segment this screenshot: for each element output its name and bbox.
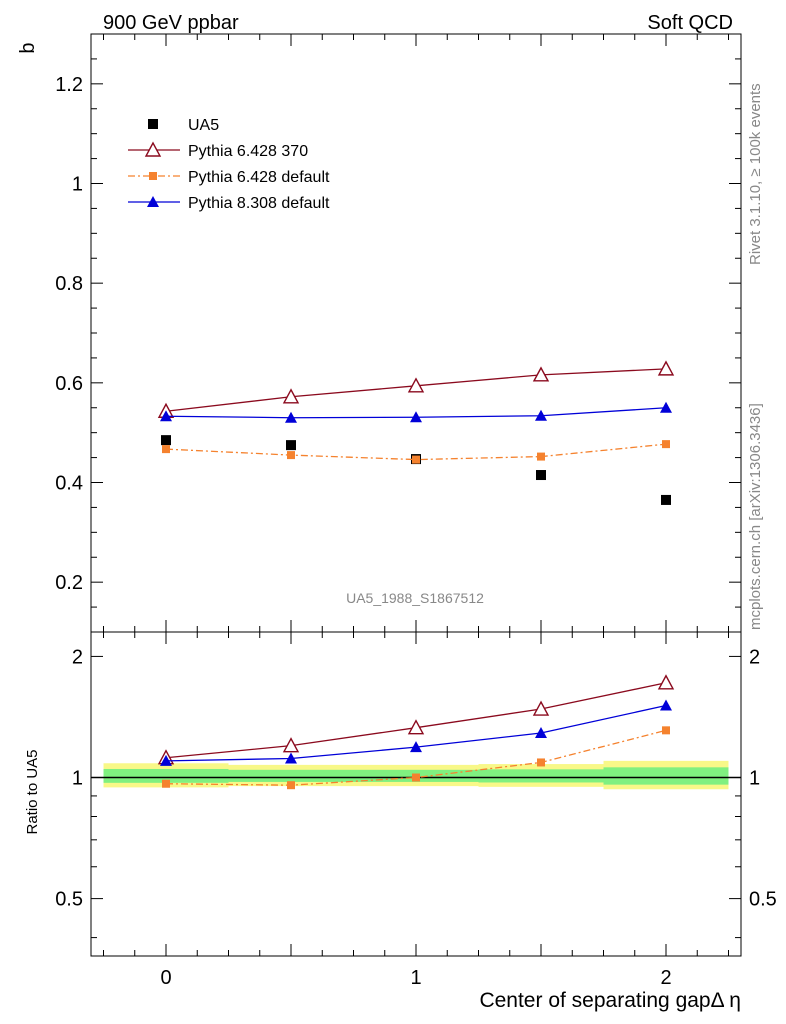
series-0 bbox=[161, 435, 671, 505]
legend-label: Pythia 8.308 default bbox=[188, 195, 330, 212]
ratio-point-1 bbox=[537, 758, 545, 767]
series-point-0 bbox=[536, 470, 546, 481]
series-point-1 bbox=[407, 377, 425, 393]
main-ytick-label: 0.8 bbox=[55, 273, 83, 295]
ratio-axes: 0.5 0.5 1 1 2 2 0 1 2 bbox=[55, 631, 777, 989]
legend: UA5 Pythia 6.428 370 Pythia 6.428 default P… bbox=[128, 117, 330, 212]
ratio-point-1 bbox=[162, 779, 170, 788]
ratio-point-0 bbox=[657, 674, 675, 690]
band-inner-3 bbox=[478, 769, 604, 783]
series-point-1 bbox=[532, 366, 550, 382]
main-axes: 0.2 0.4 0.6 0.8 1 1.2 bbox=[55, 33, 742, 633]
legend-entry-1: Pythia 6.428 370 bbox=[128, 141, 308, 160]
main-ytick-label: 0.6 bbox=[55, 373, 83, 395]
ratio-band bbox=[91, 760, 741, 790]
legend-swatch-marker bbox=[144, 141, 162, 157]
main-ytick-label: 0.4 bbox=[55, 473, 83, 495]
band-inner-1 bbox=[228, 769, 354, 782]
ratio-xlabel: Center of separating gapΔ η bbox=[479, 989, 741, 1012]
series-2 bbox=[162, 440, 670, 464]
series-3 bbox=[160, 401, 672, 423]
ratio-point-1 bbox=[662, 726, 670, 735]
ratio-point-2 bbox=[160, 754, 172, 766]
ratio-point-2 bbox=[410, 741, 422, 753]
ratio-ytick-label: 1 bbox=[72, 768, 83, 790]
series-point-1 bbox=[657, 360, 675, 376]
band-inner-4 bbox=[603, 767, 729, 785]
legend-swatch-marker bbox=[148, 119, 158, 129]
mcplots-label: mcplots.cern.ch [arXiv:1306.3436] bbox=[747, 403, 764, 630]
ratio-point-2 bbox=[660, 699, 672, 711]
legend-label: UA5 bbox=[188, 117, 219, 134]
ratio-ylabel: Ratio to UA5 bbox=[24, 749, 41, 834]
legend-entry-0: UA5 bbox=[148, 117, 219, 134]
ratio-xtick-label: 1 bbox=[410, 967, 421, 989]
ratio-ytick-label: 0.5 bbox=[55, 889, 83, 911]
main-ylabel: b bbox=[17, 42, 39, 53]
header-process: Soft QCD bbox=[647, 12, 733, 34]
series-point-0 bbox=[161, 435, 171, 446]
band-inner-0 bbox=[103, 768, 229, 783]
ratio-point-2 bbox=[535, 727, 547, 739]
series-1 bbox=[157, 360, 675, 418]
series-point-3 bbox=[535, 409, 547, 421]
analysis-id: UA5_1988_S1867512 bbox=[346, 590, 484, 606]
ratio-frame bbox=[90, 631, 742, 957]
series-point-0 bbox=[661, 494, 671, 505]
series-point-2 bbox=[162, 445, 170, 454]
ratio-point-2 bbox=[285, 752, 297, 764]
series-point-2 bbox=[287, 451, 295, 460]
legend-swatch-marker bbox=[147, 196, 159, 207]
ratio-point-0 bbox=[407, 719, 425, 735]
legend-entry-3: Pythia 8.308 default bbox=[128, 195, 330, 212]
main-ytick-label: 0.2 bbox=[55, 572, 83, 594]
ratio-series bbox=[157, 674, 675, 790]
series-point-2 bbox=[662, 440, 670, 449]
main-ytick-label: 1.2 bbox=[55, 74, 83, 96]
legend-swatch-marker bbox=[149, 172, 157, 180]
ratio-xtick-label: 2 bbox=[660, 967, 671, 989]
rivet-version-label: Rivet 3.1.10, ≥ 100k events bbox=[747, 83, 764, 265]
legend-label: Pythia 6.428 370 bbox=[188, 143, 308, 160]
ratio-series-1 bbox=[162, 726, 670, 790]
series-point-2 bbox=[537, 452, 545, 461]
legend-label: Pythia 6.428 default bbox=[188, 169, 330, 186]
series-point-3 bbox=[285, 411, 297, 423]
ratio-point-0 bbox=[532, 700, 550, 716]
ratio-ytick-label-right: 2 bbox=[749, 646, 760, 668]
ratio-point-0 bbox=[282, 737, 300, 753]
series-point-2 bbox=[412, 455, 420, 464]
series-point-1 bbox=[282, 388, 300, 404]
ratio-point-1 bbox=[287, 781, 295, 790]
header-energy: 900 GeV ppbar bbox=[103, 12, 239, 34]
series-point-0 bbox=[286, 440, 296, 451]
ratio-xtick-label: 0 bbox=[160, 967, 171, 989]
ratio-ytick-label-right: 0.5 bbox=[749, 889, 777, 911]
main-ytick-label: 1 bbox=[72, 174, 83, 196]
series-point-3 bbox=[410, 411, 422, 423]
series-point-3 bbox=[160, 410, 172, 422]
series-point-3 bbox=[660, 401, 672, 413]
main-series bbox=[157, 360, 675, 505]
legend-entry-2: Pythia 6.428 default bbox=[128, 169, 330, 186]
ratio-point-1 bbox=[412, 773, 420, 782]
ratio-ytick-label-right: 1 bbox=[749, 768, 760, 790]
ratio-series-2 bbox=[160, 699, 672, 766]
ratio-ytick-label: 2 bbox=[72, 646, 83, 668]
